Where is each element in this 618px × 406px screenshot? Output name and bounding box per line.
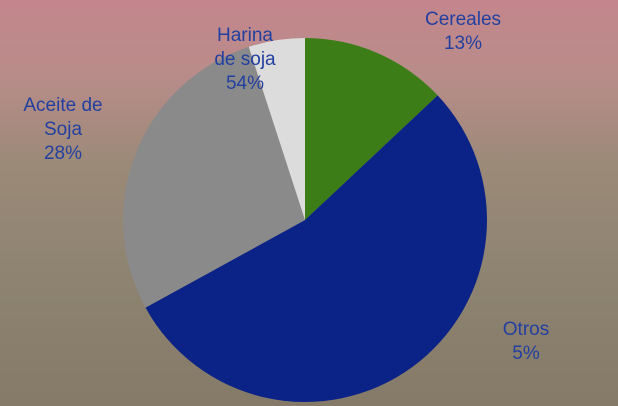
category-label: Harina de soja — [214, 25, 276, 70]
category-label: Otros — [502, 319, 550, 340]
category-label: Aceite de Soja — [23, 95, 103, 140]
slice-label: Cereales 13% — [393, 8, 533, 56]
value-label: 28% — [43, 143, 83, 164]
value-label: 5% — [512, 343, 540, 364]
pie-slice — [248, 38, 305, 220]
category-label: Cereales — [424, 9, 502, 30]
pie-slice — [305, 38, 438, 220]
slice-label: Harina de soja 54% — [205, 24, 285, 96]
slice-label: Aceite de Soja 28% — [6, 94, 121, 166]
value-label: 54% — [225, 73, 265, 94]
pie-slice — [122, 46, 306, 308]
slice-label: Otros 5% — [441, 318, 611, 366]
pie-slice — [145, 95, 487, 403]
value-label: 13% — [443, 33, 483, 54]
